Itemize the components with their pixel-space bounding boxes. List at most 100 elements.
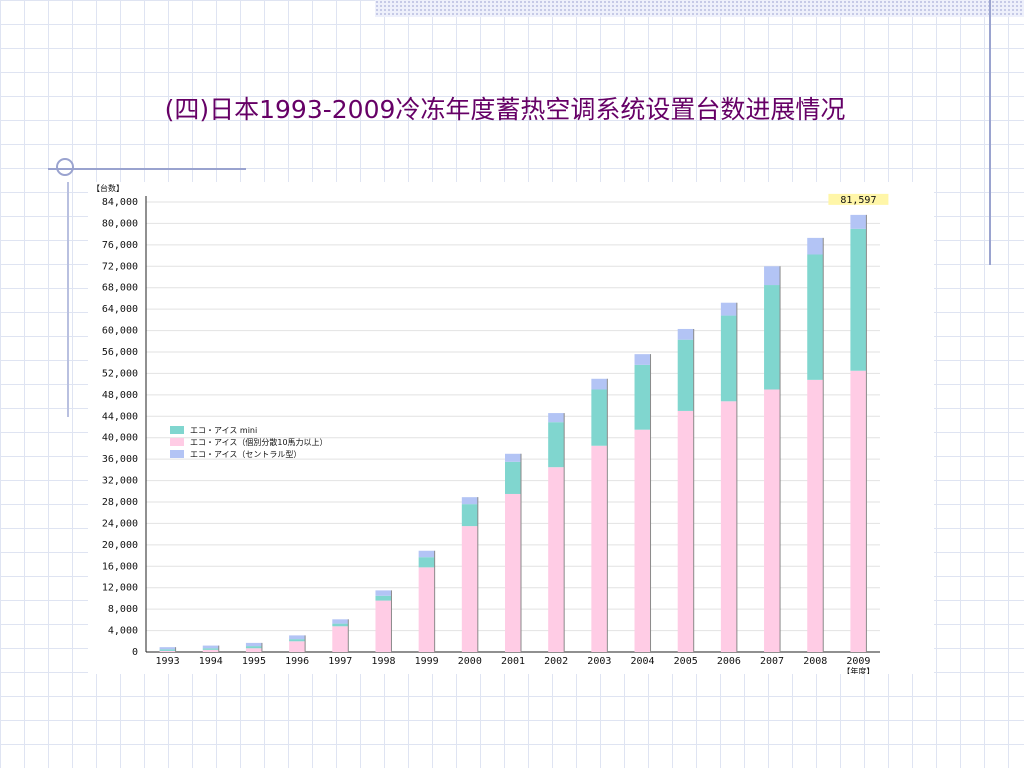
top-decorative-band: [375, 0, 1024, 17]
bar-segment: [677, 339, 694, 411]
x-tick-label: 2009: [846, 656, 870, 667]
bar-segment: [202, 649, 219, 652]
bar-segment: [418, 557, 435, 568]
bar-segment: [505, 493, 521, 652]
x-tick-label: 2003: [587, 656, 611, 667]
bar-segment: [245, 648, 262, 652]
y-tick-label: 64,000: [102, 304, 138, 315]
bar-segment: [634, 429, 651, 652]
bar-segment: [159, 647, 176, 650]
bar-segment: [807, 379, 824, 652]
y-tick-label: 52,000: [102, 368, 138, 379]
x-tick-label: 2004: [630, 656, 654, 667]
bar-segment: [159, 650, 176, 652]
y-tick-label: 36,000: [102, 454, 138, 465]
y-tick-label: 56,000: [102, 347, 138, 358]
slide-title: (四)日本1993-2009冷冻年度蓄热空调系统设置台数进展情况: [164, 95, 846, 124]
x-tick-label: 2006: [717, 656, 741, 667]
chart-svg: 0 4,000 8,000 12,000 16,000 20,000 24,000 28,00…: [92, 183, 889, 674]
bar-segment: [461, 497, 478, 505]
x-tick-label: 1995: [242, 656, 266, 667]
bar-segment: [375, 595, 392, 601]
stacked-bar-chart: 0 4,000 8,000 12,000 16,000 20,000 24,000 28,00…: [88, 182, 934, 674]
bar-segment: [202, 645, 219, 649]
bar-segment: [720, 315, 737, 402]
legend-swatch: [170, 438, 184, 446]
legend-label: エコ・アイス mini: [190, 426, 257, 435]
x-tick-label: 2005: [674, 656, 698, 667]
x-tick-label: 1998: [371, 656, 395, 667]
y-tick-label: 80,000: [102, 218, 138, 229]
bar-segment: [548, 413, 565, 423]
legend-label: エコ・アイス（個別分散10馬力以上）: [190, 437, 328, 447]
y-tick-label: 8,000: [108, 604, 138, 615]
bar-segment: [375, 600, 392, 652]
x-tick-label: 2001: [501, 656, 525, 667]
bar-segment: [591, 389, 608, 446]
bar-segment: [634, 364, 651, 430]
y-tick-label: 24,000: [102, 518, 138, 529]
bar-segment: [505, 453, 521, 462]
y-axis-label: 【台数】: [92, 183, 124, 193]
legend-swatch: [170, 426, 184, 434]
bar-segment: [807, 254, 824, 380]
y-tick-label: 60,000: [102, 326, 138, 337]
bar-segment: [418, 567, 435, 652]
bar-segment: [289, 639, 306, 642]
legend-label: エコ・アイス（セントラル型）: [190, 450, 301, 459]
y-tick-label: 40,000: [102, 433, 138, 444]
x-tick-label: 2008: [803, 656, 827, 667]
y-tick-label: 0: [132, 647, 138, 658]
bar-segment: [461, 504, 478, 527]
bar-segment: [505, 461, 521, 494]
bar-segment: [375, 590, 392, 596]
bar-segment: [332, 626, 349, 652]
bar-segment: [418, 550, 435, 558]
bar-segment: [245, 646, 262, 649]
bar-segment: [807, 237, 824, 255]
bar-segment: [850, 214, 867, 229]
bar-segment: [764, 285, 781, 390]
bar-segment: [591, 445, 608, 652]
bar-segment: [677, 410, 694, 652]
y-tick-label: 4,000: [108, 626, 138, 637]
bar-segment: [634, 354, 651, 365]
bar-segment: [332, 619, 349, 624]
bar-segment: [677, 328, 694, 340]
total-annotation: 81,597: [840, 195, 876, 206]
bar-segment: [764, 389, 781, 652]
bar-segment: [764, 266, 781, 286]
bar-segment: [202, 648, 219, 650]
annotation-background: [828, 193, 889, 205]
left-decorative-line: [67, 182, 69, 417]
y-tick-label: 20,000: [102, 540, 138, 551]
x-tick-label: 1999: [415, 656, 439, 667]
bar-segment: [720, 401, 737, 652]
y-tick-label: 84,000: [102, 197, 138, 208]
bar-segment: [245, 642, 262, 647]
bar-segment: [332, 623, 349, 627]
x-tick-label: 1994: [199, 656, 223, 667]
y-tick-label: 16,000: [102, 561, 138, 572]
y-tick-label: 48,000: [102, 390, 138, 401]
y-tick-label: 44,000: [102, 411, 138, 422]
bar-segment: [461, 526, 478, 652]
bar-segment: [289, 641, 306, 652]
bar-segment: [850, 228, 867, 371]
y-tick-label: 12,000: [102, 583, 138, 594]
y-tick-label: 32,000: [102, 476, 138, 487]
decorative-circle: [56, 158, 74, 176]
x-tick-label: 2007: [760, 656, 784, 667]
x-tick-label: 2000: [458, 656, 482, 667]
bar-segment: [159, 649, 176, 651]
bar-segment: [289, 635, 306, 640]
x-tick-label: 1996: [285, 656, 309, 667]
x-axis-label: 【年度】: [842, 666, 874, 674]
right-decorative-line: [989, 0, 991, 265]
bar-segment: [720, 302, 737, 316]
x-tick-label: 2002: [544, 656, 568, 667]
bar-segment: [591, 378, 608, 390]
bar-segment: [548, 467, 565, 652]
bar-segment: [548, 422, 565, 468]
y-tick-label: 28,000: [102, 497, 138, 508]
